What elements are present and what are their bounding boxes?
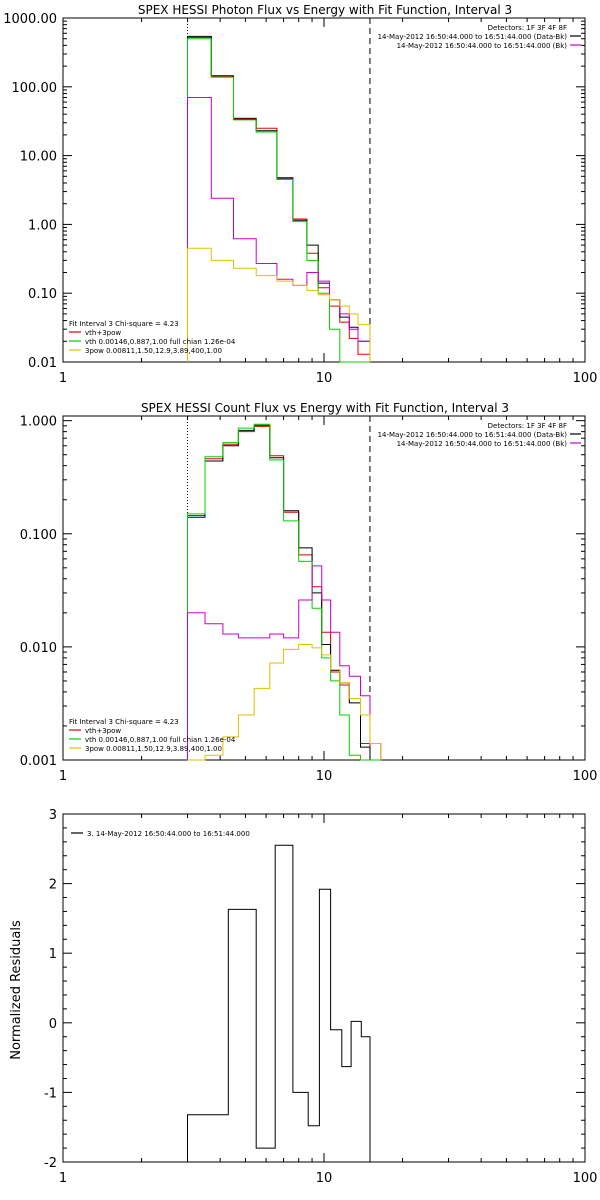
series-line (187, 423, 381, 761)
y-tick-label: 0 (49, 1017, 57, 1032)
y-tick-label: 0.010 (20, 641, 57, 656)
y-tick-label: 1.000 (20, 415, 57, 430)
series-line (187, 844, 371, 1162)
series-line (187, 97, 371, 362)
legend-entry: vth+3pow (85, 727, 121, 735)
plot-frame (62, 415, 586, 761)
series-line (187, 424, 381, 761)
x-tick-label: 1 (59, 1171, 67, 1186)
x-tick-label: 10 (316, 1171, 333, 1186)
photon-flux-panel: SPEX HESSI Photon Flux vs Energy with Fi… (3, 3, 597, 386)
series-line (187, 565, 382, 760)
series-line (187, 38, 370, 363)
legend-entry: 14-May-2012 16:50:44.000 to 16:51:44.000… (378, 431, 568, 439)
legend-entry: vth+3pow (85, 329, 121, 337)
x-tick-label: 10 (316, 769, 333, 784)
x-tick-label: 10 (316, 371, 333, 386)
legend-entry: 3pow 0.00811,1.50,12.9,3.89,400,1.00 (85, 347, 222, 355)
y-tick-label: -2 (44, 1156, 57, 1171)
legend-entry: 14-May-2012 16:50:44.000 to 16:51:44.000… (378, 33, 568, 41)
y-tick-label: 0.01 (28, 356, 57, 371)
legend-entry: 3pow 0.00811,1.50,12.9,3.89,400,1.00 (85, 745, 222, 753)
y-axis-label: Normalized Residuals (9, 920, 24, 1060)
residuals-panel: Normalized Residuals 1 10 100 -2 -1 0 1 2 3 3. 14… (9, 808, 597, 1186)
x-tick-label: 1 (59, 371, 67, 386)
y-tick-label: 1000.00 (3, 12, 57, 27)
y-tick-label: -1 (44, 1086, 57, 1101)
legend-entry: Detectors: 1F 3F 4F 8F (488, 422, 567, 430)
series-line (187, 35, 371, 362)
legend-entry: Detectors: 1F 3F 4F 8F (488, 24, 567, 32)
y-tick-label: 0.001 (20, 754, 57, 769)
count-flux-panel: SPEX HESSI Count Flux vs Energy with Fit… (20, 401, 598, 784)
legend-entry: 3. 14-May-2012 16:50:44.000 to 16:51:44.… (87, 830, 250, 838)
chart-title: SPEX HESSI Photon Flux vs Energy with Fi… (138, 3, 512, 17)
y-tick-label: 2 (49, 878, 57, 893)
legend-entry: vth 0.00146,0.887,1.00 full chian 1.26e-… (85, 338, 236, 346)
x-tick-label: 100 (573, 769, 598, 784)
series-line (187, 37, 371, 362)
x-tick-label: 1 (59, 769, 67, 784)
legend-title: Fit Interval 3 Chi-square = 4.23 (69, 718, 179, 726)
y-tick-label: 100.00 (12, 81, 58, 96)
legend-entry: 14-May-2012 16:50:44.000 to 16:51:44.000… (397, 42, 568, 50)
x-tick-label: 100 (573, 1171, 598, 1186)
legend-entry: 14-May-2012 16:50:44.000 to 16:51:44.000… (397, 440, 568, 448)
series-line (187, 644, 382, 761)
plot-frame (62, 17, 586, 363)
legend-title: Fit Interval 3 Chi-square = 4.23 (69, 320, 179, 328)
y-tick-label: 1 (49, 947, 57, 962)
chart-title: SPEX HESSI Count Flux vs Energy with Fit… (141, 401, 509, 415)
y-tick-label: 0.100 (20, 528, 57, 543)
y-tick-label: 3 (49, 808, 57, 823)
series-line (187, 425, 381, 761)
y-tick-label: 10.00 (20, 150, 57, 165)
series-line (187, 247, 371, 362)
x-tick-label: 100 (573, 371, 598, 386)
plot-frame (62, 813, 586, 1163)
legend-entry: vth 0.00146,0.887,1.00 full chian 1.26e-… (85, 736, 236, 744)
y-tick-label: 1.00 (28, 218, 57, 233)
y-tick-label: 0.10 (28, 287, 57, 302)
